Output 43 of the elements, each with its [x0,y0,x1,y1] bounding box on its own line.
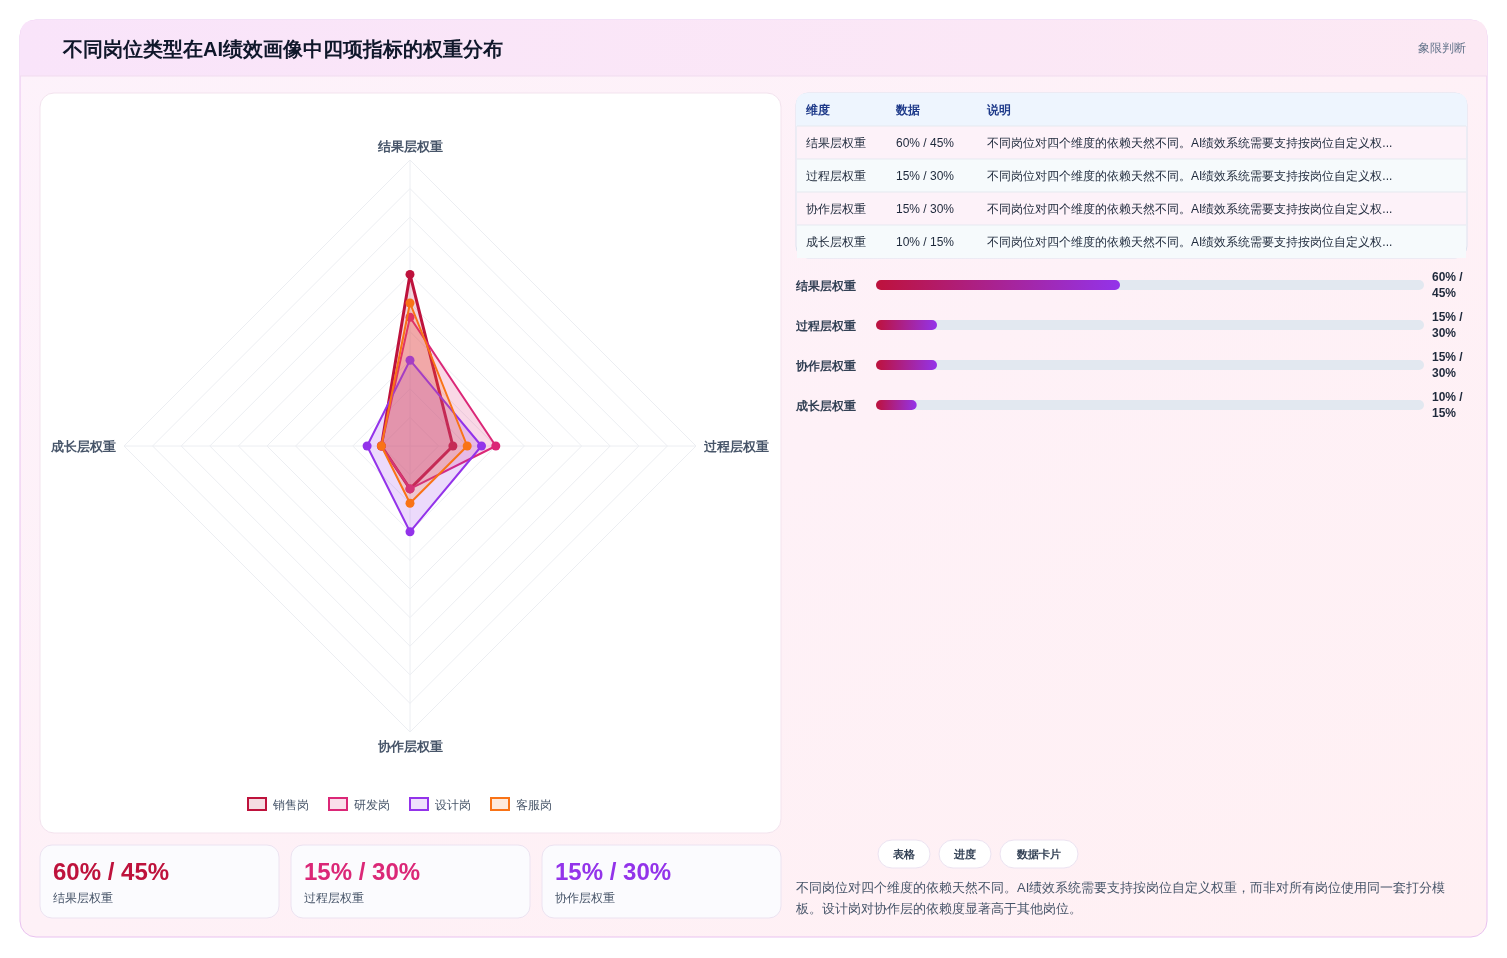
text: 结果层权重 [53,891,113,905]
text: 15% / 30% [555,858,672,885]
legend-label: 研发岗 [354,798,390,812]
legend-label: 客服岗 [516,798,552,812]
legend-label: 销售岗 [272,798,309,812]
y-tick-label: 成长层权重 [795,399,856,413]
text: 协作层权重 [806,202,866,216]
text: 过程层权重 [304,891,364,905]
text: 不同岗位对四个维度的依赖天然不同。AI绩效系统需要支持按岗位自定义权... [987,169,1393,183]
text: 维度 [805,103,830,117]
y-tick-label: 结果层权重 [795,279,856,293]
spoke-label: 结果层权重 [376,139,443,154]
text: 不同岗位对四个维度的依赖天然不同。AI绩效系统需要支持按岗位自定义权... [987,202,1393,216]
text: 10% / 15% [896,235,955,249]
category-label: 进度 [953,848,976,860]
text: 过程层权重 [806,169,866,183]
y-tick-label: 过程层权重 [795,319,856,333]
text: 60% / 45% [896,136,955,150]
data-label: 60% / 45% [1432,270,1464,300]
chart-title: 不同岗位类型在AI绩效画像中四项指标的权重分布 [62,38,503,60]
y-tick-label: 协作层权重 [795,359,856,373]
text: 不同岗位对四个维度的依赖天然不同。AI绩效系统需要支持按岗位自定义权... [987,136,1393,150]
spoke-label: 过程层权重 [703,439,769,454]
text: 成长层权重 [806,235,866,249]
data-label: 15% / 30% [1432,350,1464,380]
spoke-label: 成长层权重 [50,439,116,454]
text: 说明 [986,103,1011,117]
text: 数据 [895,103,920,117]
data-label: 10% / 15% [1432,390,1464,420]
text: 结果层权重 [806,136,866,150]
legend-label: 设计岗 [435,798,471,812]
text: 协作层权重 [555,891,615,905]
text: 象限判断 [1418,41,1466,55]
text: 不同岗位对四个维度的依赖天然不同。AI绩效系统需要支持按岗位自定义权重，而非对所有岗位使用同一套打分模板。设计岗对协作层的依赖度显著高于其他岗位。 [796,879,1447,918]
text: 15% / 30% [304,858,421,885]
spoke-label: 协作层权重 [376,739,443,754]
category-label: 表格 [892,848,916,860]
text: 不同岗位对四个维度的依赖天然不同。AI绩效系统需要支持按岗位自定义权... [987,235,1393,249]
text: 15% / 30% [896,169,955,183]
text: 15% / 30% [896,202,955,216]
category-label: 数据卡片 [1016,848,1061,860]
text: 60% / 45% [53,858,170,885]
data-label: 15% / 30% [1432,310,1464,340]
